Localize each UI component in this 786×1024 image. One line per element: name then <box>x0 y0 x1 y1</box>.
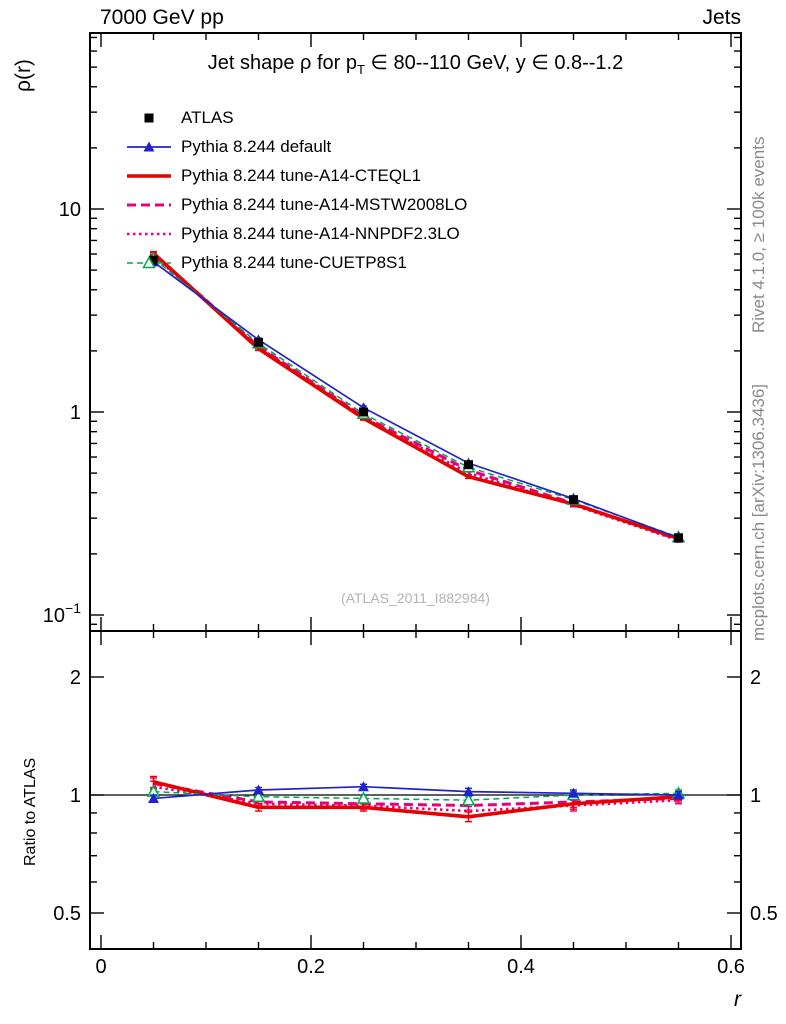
ratio-series-pythia-default <box>148 781 684 803</box>
legend-label: Pythia 8.244 default <box>181 136 332 156</box>
x-axis-label: r <box>734 988 742 1011</box>
legend-item-atlas: ATLAS <box>126 103 467 132</box>
rivet-version-note: Rivet 4.1.0, ≥ 100k events <box>749 136 768 333</box>
legend-item-pythia-a14-nnpdf23lo: Pythia 8.244 tune-A14-NNPDF2.3LO <box>126 219 467 248</box>
legend-swatch-pythia-default <box>127 141 171 151</box>
legend: ATLAS Pythia 8.244 default Pythia 8.244 tu… <box>126 103 467 277</box>
x-tick-label: 0.6 <box>717 956 745 978</box>
ratio-tick-label: 0.5 <box>53 903 81 925</box>
legend-item-pythia-a14-cteql1: Pythia 8.244 tune-A14-CTEQL1 <box>126 161 467 190</box>
series-pythia-cuetp8s1 <box>146 251 686 543</box>
ratio-axis-label: Ratio to ATLAS <box>22 757 39 866</box>
plot-title-post: ∈ 80--110 GeV, y ∈ 0.8--1.2 <box>364 52 624 74</box>
ratio-tick-label-right: 2 <box>750 667 761 689</box>
plot-title: Jet shape ρ for pT ∈ 80--110 GeV, y ∈ 0.… <box>90 50 741 77</box>
ratio-tick-label: 2 <box>70 667 81 689</box>
plot-title-pre: Jet shape ρ for p <box>207 52 357 74</box>
legend-item-pythia-a14-mstw2008lo: Pythia 8.244 tune-A14-MSTW2008LO <box>126 190 467 219</box>
series-pythia-a14-mstw2008lo <box>150 251 682 543</box>
beam-energy-label: 7000 GeV pp <box>100 6 224 29</box>
series-pythia-a14-cteql1 <box>150 250 682 542</box>
legend-item-pythia-cuetp8s1: Pythia 8.244 tune-CUETP8S1 <box>126 248 467 277</box>
process-label: Jets <box>702 6 741 29</box>
legend-label: Pythia 8.244 tune-A14-NNPDF2.3LO <box>181 223 460 243</box>
axes <box>89 32 742 950</box>
ratio-series-pythia-a14-cteql1 <box>150 775 682 823</box>
ratio-tick-label-right: 0.5 <box>750 903 778 925</box>
series-atlas <box>149 255 683 543</box>
legend-label: Pythia 8.244 tune-A14-MSTW2008LO <box>181 194 468 214</box>
x-tick-label: 0.4 <box>507 956 535 978</box>
mcplots-reference-note: mcplots.cern.ch [arXiv:1306.3436] <box>749 383 768 641</box>
tick-labels: 10 1 10−1 2 2 1 1 0.5 0.5 0 0.2 0.4 0.6 r <box>43 199 778 1011</box>
plot-title-sub: T <box>356 62 365 77</box>
legend-label: ATLAS <box>181 107 234 127</box>
ratio-tick-label: 1 <box>70 785 81 807</box>
legend-swatch-atlas <box>144 113 154 122</box>
legend-item-pythia-default: Pythia 8.244 default <box>126 132 467 161</box>
series-pythia-default <box>148 256 684 543</box>
series-pythia-a14-nnpdf23lo <box>150 253 682 543</box>
y-tick-label: 1 <box>70 402 81 424</box>
legend-label: Pythia 8.244 tune-CUETP8S1 <box>181 252 407 272</box>
legend-swatch-pythia-a14-cteql1 <box>127 173 171 178</box>
legend-swatch-pythia-cuetp8s1 <box>127 255 171 268</box>
y-tick-label: 10 <box>59 199 81 221</box>
ratio-tick-label-right: 1 <box>750 785 761 807</box>
legend-label: Pythia 8.244 tune-A14-CTEQL1 <box>181 165 422 185</box>
analysis-id-watermark: (ATLAS_2011_I882984) <box>341 590 490 606</box>
y-axis-label: ρ(r) <box>12 59 35 92</box>
legend-swatch-pythia-a14-nnpdf23lo <box>127 232 171 235</box>
x-tick-label: 0 <box>95 956 106 978</box>
legend-swatch-pythia-a14-mstw2008lo <box>127 203 171 206</box>
y-tick-label: 10−1 <box>43 600 81 627</box>
x-tick-label: 0.2 <box>297 956 325 978</box>
